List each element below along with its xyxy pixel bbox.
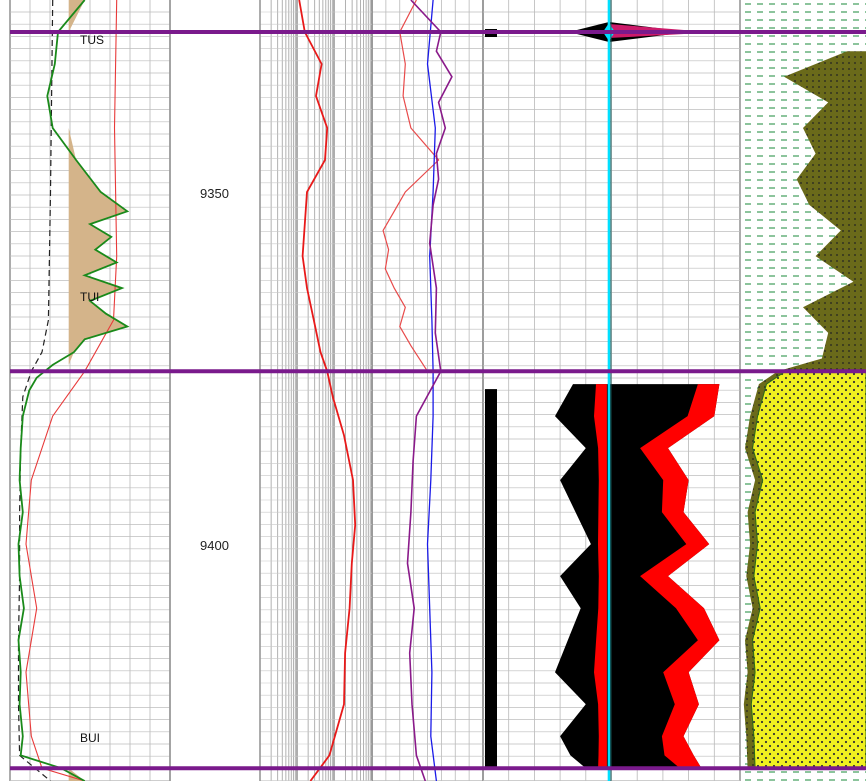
moveable-left-fill [594, 384, 607, 769]
curve-density [382, 0, 440, 372]
curve-fills [68, 0, 866, 781]
depth-label-9350: 9350 [200, 186, 229, 201]
log-curves [17, 0, 612, 781]
gr-shale-fill [68, 0, 128, 781]
top-label-tui: TUI [80, 290, 99, 304]
top-label-tus: TUS [80, 33, 104, 47]
grid-gamma_ray [9, 0, 171, 781]
curve-sonic [406, 0, 453, 781]
grid-porosity [371, 0, 484, 781]
formation-top-lines [10, 30, 866, 771]
curve-rt [298, 0, 357, 781]
pay-flag-bar [485, 389, 497, 769]
depth-label-9400: 9400 [200, 538, 229, 553]
curve-sp [25, 0, 118, 781]
curve-gr [17, 0, 130, 781]
curve-neutron [426, 0, 438, 781]
lith-sand-fill [750, 370, 866, 769]
moveable-right-fill [640, 384, 720, 769]
track-grids [9, 0, 741, 781]
grid-resistivity [259, 0, 373, 781]
top-label-bui: BUI [80, 731, 100, 745]
